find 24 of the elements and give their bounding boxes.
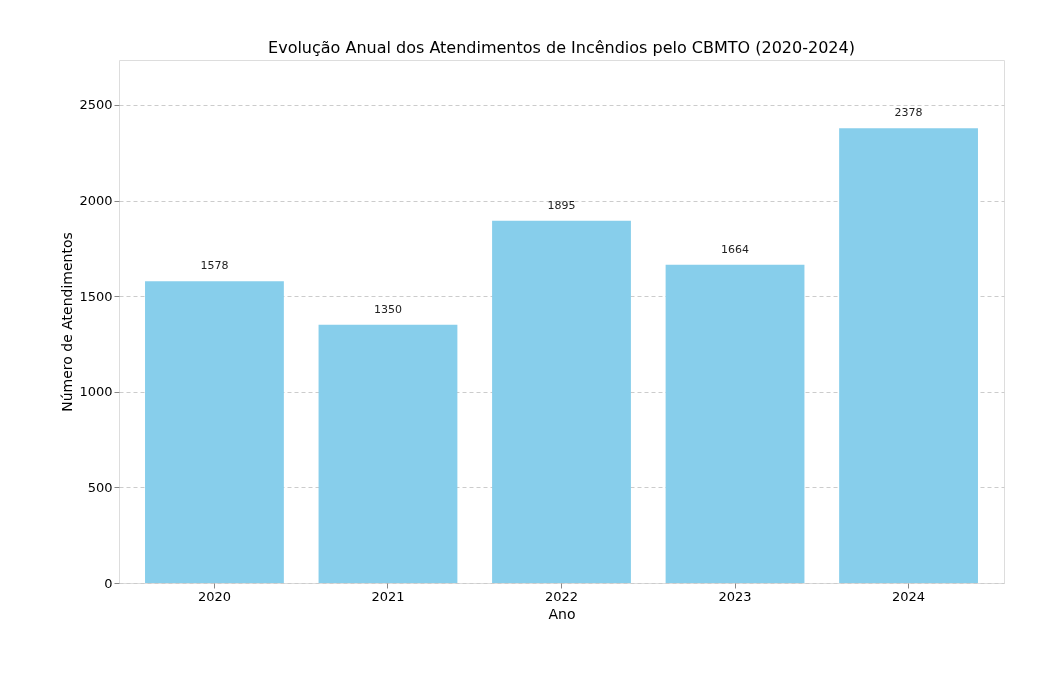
- y-tick-label: 1500: [79, 288, 113, 304]
- x-tick-label: 2024: [892, 588, 926, 604]
- bar: [145, 281, 284, 583]
- y-tick-label: 0: [104, 575, 113, 591]
- data-label: 1664: [721, 242, 750, 256]
- data-label: 2378: [894, 106, 923, 120]
- chart-title: Evolução Anual dos Atendimentos de Incêndios pelo CBMTO (2020-2024): [268, 38, 855, 57]
- x-axis-title: Ano: [548, 605, 576, 622]
- x-tick-label: 2021: [371, 588, 405, 604]
- bar: [839, 128, 978, 583]
- data-label: 1895: [547, 198, 576, 212]
- y-tick-label: 2000: [79, 193, 113, 209]
- bar: [318, 324, 458, 583]
- y-axis-title: Número de Atendimentos: [59, 232, 76, 412]
- y-tick-label: 500: [87, 479, 113, 495]
- x-tick-label: 2022: [544, 588, 579, 604]
- data-label: 1350: [373, 302, 402, 316]
- bar: [665, 264, 805, 583]
- x-tick-label: 2020: [197, 588, 231, 604]
- y-tick-label: 1000: [79, 384, 113, 400]
- bar: [492, 220, 631, 583]
- x-tick-label: 2023: [718, 588, 752, 604]
- data-label: 1578: [200, 259, 229, 273]
- y-tick-label: 2500: [79, 97, 113, 113]
